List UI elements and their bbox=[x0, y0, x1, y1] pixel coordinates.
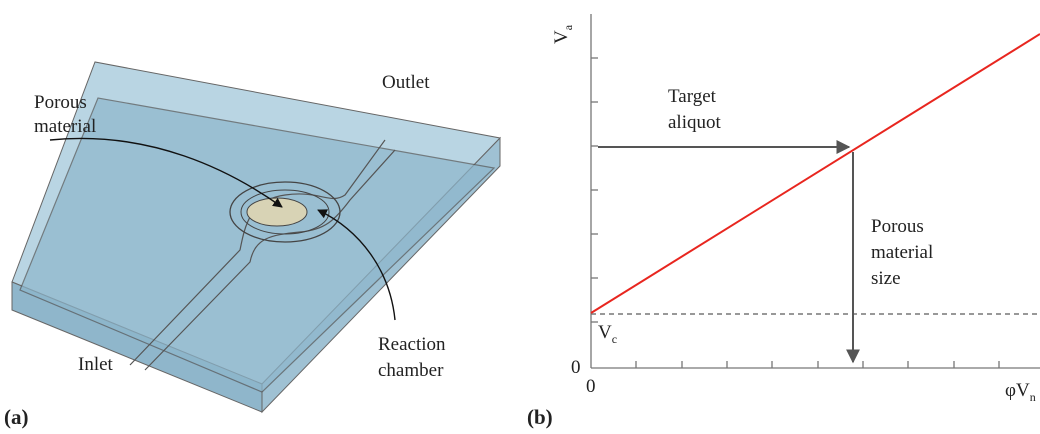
size-label: material bbox=[871, 242, 933, 263]
outlet-label: Outlet bbox=[382, 72, 430, 93]
x-origin-label: 0 bbox=[586, 376, 596, 397]
y-axis-subscript: a bbox=[561, 24, 575, 30]
chamber-label: Reaction bbox=[378, 334, 446, 355]
size-label: Porous bbox=[871, 216, 924, 237]
y-axis-symbol: V bbox=[551, 30, 572, 44]
y-axis-title: Va bbox=[551, 24, 575, 44]
y-origin-label: 0 bbox=[571, 357, 581, 378]
relation-line bbox=[591, 34, 1040, 313]
porous-label: Porous bbox=[34, 92, 87, 113]
x-axis-symbol: φV bbox=[1005, 380, 1030, 401]
threshold-label: Vc bbox=[598, 322, 617, 346]
plot-axes bbox=[591, 14, 1040, 368]
threshold-subscript: c bbox=[612, 332, 617, 346]
x-axis-subscript: n bbox=[1030, 390, 1036, 404]
figure: Porous material Outlet Inlet Reaction ch… bbox=[0, 0, 1040, 434]
porous-label: material bbox=[34, 116, 96, 137]
inlet-label: Inlet bbox=[78, 354, 114, 375]
panel-label: (a) bbox=[4, 405, 29, 429]
size-label: size bbox=[871, 268, 901, 289]
threshold-symbol: V bbox=[598, 322, 612, 343]
target-label: Target bbox=[668, 86, 717, 107]
panel-label: (b) bbox=[527, 405, 553, 429]
target-label: aliquot bbox=[668, 112, 721, 133]
x-axis-title: φVn bbox=[1005, 380, 1036, 404]
chamber-label: chamber bbox=[378, 360, 444, 381]
